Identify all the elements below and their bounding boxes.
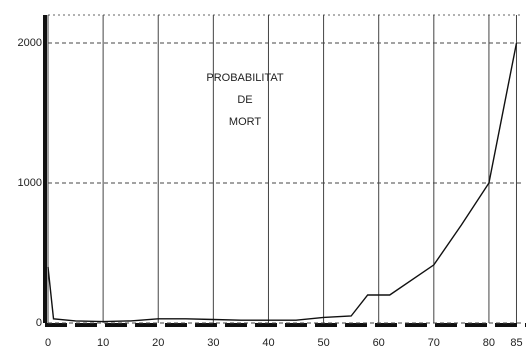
- x-tick-label: 10: [97, 337, 109, 349]
- chart-title: DE: [237, 94, 252, 106]
- x-tick-label: 50: [317, 337, 329, 349]
- chart-title: PROBABILITAT: [206, 72, 284, 84]
- x-tick-label: 70: [428, 337, 440, 349]
- x-tick-label: 85: [510, 337, 522, 349]
- x-tick-label: 30: [207, 337, 219, 349]
- x-tick-label: 20: [152, 337, 164, 349]
- x-tick-label: 40: [262, 337, 274, 349]
- x-tick-label: 0: [45, 337, 51, 349]
- y-tick-label: 0: [36, 317, 42, 329]
- y-tick-label: 2000: [18, 37, 42, 49]
- y-tick-label: 1000: [18, 177, 42, 189]
- data-line: [47, 42, 518, 323]
- chart-title: MORT: [229, 116, 261, 128]
- x-tick-label: 60: [373, 337, 385, 349]
- x-tick-label: 80: [483, 337, 495, 349]
